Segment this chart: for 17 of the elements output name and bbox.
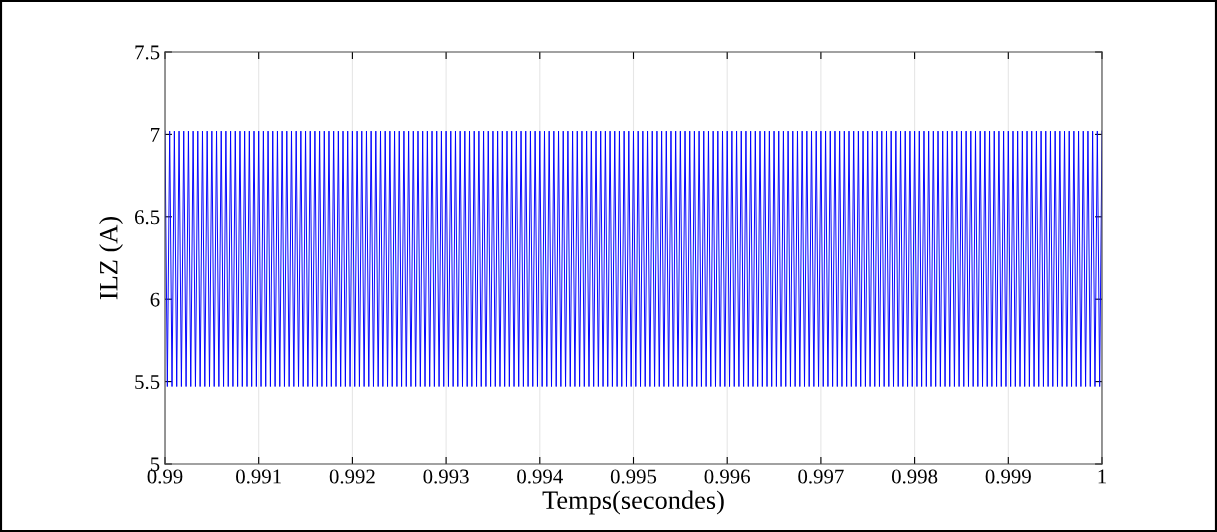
x-tick-label: 0.993	[423, 469, 469, 484]
y-axis-title: ILZ (A)	[99, 217, 123, 300]
x-tick-label: 1	[1098, 469, 1106, 484]
y-tick-label: 7	[151, 127, 160, 142]
x-axis-title: Temps(secondes)	[542, 490, 724, 515]
y-tick-label: 6	[150, 292, 160, 307]
y-tick-label: 6.5	[134, 210, 160, 225]
y-tick-label: 5.5	[135, 375, 160, 390]
x-tick-label: 0.992	[329, 469, 375, 484]
x-tick-label: 0.996	[704, 469, 751, 484]
x-tick-label: 0.997	[798, 469, 844, 484]
x-tick-label: 0.998	[891, 469, 938, 484]
y-tick-label: 7.5	[135, 45, 160, 60]
x-tick-label: 0.994	[517, 469, 563, 484]
x-tick-label: 0.995	[610, 469, 657, 484]
x-tick-label: 0.991	[236, 469, 281, 484]
x-tick-label: 0.999	[985, 469, 1031, 484]
